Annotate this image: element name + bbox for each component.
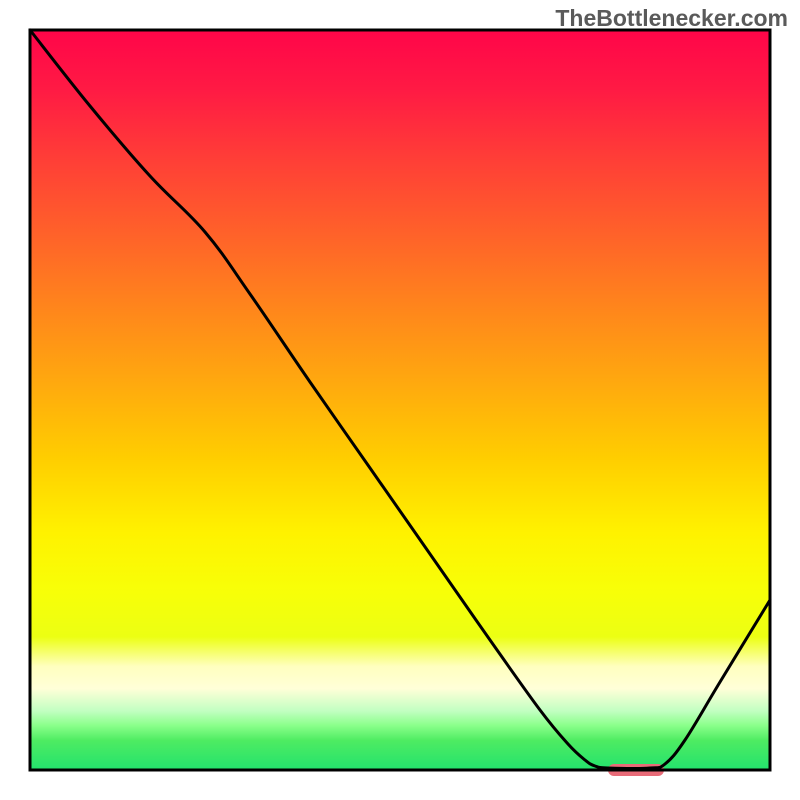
chart-container: TheBottlenecker.com	[0, 0, 800, 800]
bottleneck-chart	[0, 0, 800, 800]
chart-gradient-bg	[30, 30, 770, 770]
watermark-label: TheBottlenecker.com	[555, 5, 788, 32]
